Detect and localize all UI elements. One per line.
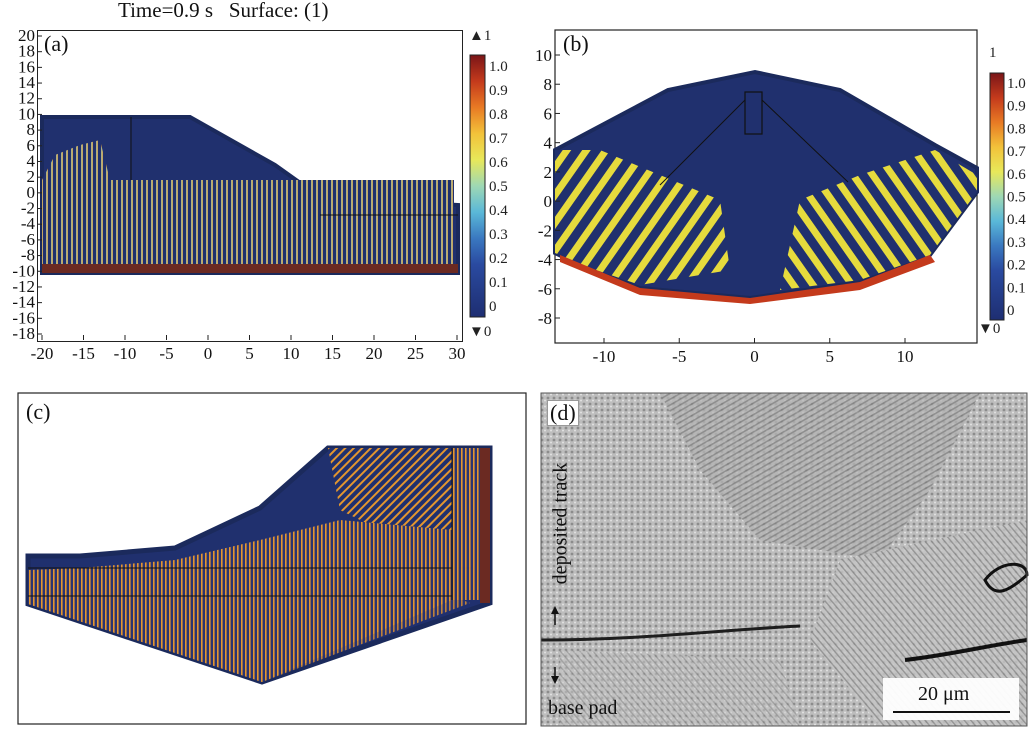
panel-b-y-tick-label: 2 [544, 163, 553, 182]
figure-title: Time=0.9 s Surface: (1) [118, 0, 329, 22]
panel-a-x-tick-label: -20 [31, 344, 54, 363]
panel-a-colorbar-tick: 0.8 [489, 107, 508, 123]
panel-b-x-tick-label: -10 [593, 347, 616, 366]
panel-a-y-tick-label: -10 [12, 261, 35, 280]
panel-b-y-tick-label: 0 [544, 192, 553, 211]
panel-b-colorbar-tick: 0.6 [1007, 167, 1026, 183]
panel-b-y-tick-label: -6 [538, 280, 552, 299]
panel-a-colorbar-tick: 0.2 [489, 251, 508, 267]
panel-b-colorbar-tick: 0.5 [1007, 190, 1026, 206]
panel-a-y-tick-label: 8 [27, 120, 36, 139]
panel-a-x-tick-label: -10 [114, 344, 137, 363]
panel-a-colorbar-tick: 0.5 [489, 179, 508, 195]
panel-a-y-tick-label: -18 [12, 324, 35, 343]
panel-a-x-tick-label: -15 [72, 344, 95, 363]
panel-a-y-tick-label: 20 [18, 26, 35, 45]
panel-b-label: (b) [561, 31, 591, 56]
panel-b-colorbar-tick: 0.1 [1007, 280, 1026, 296]
panel-b-y-tick-label: -8 [538, 309, 552, 328]
panel-a-x-tick-label: 5 [245, 344, 254, 363]
panel-a-colorbar-tick: 0.9 [489, 83, 508, 99]
panel-b-colorbar-tick: 1.0 [1007, 76, 1026, 92]
panel-b-y-tick-label: 4 [544, 134, 553, 153]
panel-a-x-tick-label: 15 [324, 344, 341, 363]
panel-a-y-tick-label: -2 [21, 199, 35, 218]
panel-b-y-tick-label: 10 [535, 46, 552, 65]
panel-a-y-tick-label: 18 [18, 42, 35, 61]
panel-b-x-tick-label: 5 [826, 347, 835, 366]
panel-b-x-tick-label: 0 [750, 347, 759, 366]
panel-b-x-tick-label: 10 [897, 347, 914, 366]
panel-a-y-tick-label: 12 [18, 89, 35, 108]
panel-a-colorbar-tick: 0.6 [489, 155, 508, 171]
panel-b-colorbar-min: ▼0 [978, 321, 1000, 337]
panel-b-colorbar-tick: 0 [1007, 303, 1015, 319]
panel-a-colorbar-max: ▲1 [469, 28, 491, 44]
panel-a-colorbar-min: ▼0 [469, 324, 491, 340]
panel-a-y-tick-label: 14 [18, 73, 36, 92]
panel-b-y-ticks: 10 8 6 4 2 0 -2 -4 -6 -8 [535, 46, 560, 328]
panel-d-base-pad-label: base pad [548, 697, 618, 719]
panel-b-colorbar [989, 72, 1005, 321]
panel-b-colorbar-ticks: 1.0 0.9 0.8 0.7 0.6 0.5 0.4 0.3 0.2 0.1 0 [1007, 76, 1026, 319]
panel-d-label: (d) [547, 400, 579, 426]
panel-a-x-ticks: -20 -15 -10 -5 0 5 10 15 20 25 30 [31, 335, 466, 363]
panel-a-y-tick-label: 10 [18, 104, 35, 123]
panel-b-y-tick-label: -4 [538, 251, 553, 270]
panel-a-y-tick-label: -16 [12, 308, 35, 327]
panel-a-y-tick-label: 6 [27, 136, 36, 155]
panel-b-colorbar-tick: 0.3 [1007, 235, 1026, 251]
panel-a-x-tick-label: -5 [159, 344, 173, 363]
panel-a-x-tick-label: 10 [283, 344, 300, 363]
panel-a-y-tick-label: 4 [27, 151, 36, 170]
panel-a-y-tick-label: -12 [12, 277, 35, 296]
panel-a-colorbar [469, 54, 486, 318]
panel-b-colorbar-tick: 0.2 [1007, 258, 1026, 274]
panel-d-scale-bar-label: 20 μm [918, 683, 970, 705]
panel-a-y-tick-label: -4 [21, 214, 36, 233]
panel-a-x-tick-label: 20 [366, 344, 383, 363]
panel-a-colorbar-tick: 1.0 [489, 59, 508, 75]
panel-a-y-tick-label: 0 [27, 183, 36, 202]
panel-a-colorbar-ticks: 1.0 0.9 0.8 0.7 0.6 0.5 0.4 0.3 0.2 0.1 0 [489, 59, 508, 315]
panel-a-label: (a) [42, 31, 71, 56]
panel-b-y-tick-label: 8 [544, 75, 553, 94]
panel-b-x-tick-label: -5 [672, 347, 686, 366]
panel-a-colorbar-tick: 0.4 [489, 203, 508, 219]
panel-a-y-tick-label: 16 [18, 57, 35, 76]
panel-b-y-tick-label: -2 [538, 221, 552, 240]
panel-a-colorbar-tick: 0.1 [489, 275, 508, 291]
panel-b-colorbar-tick: 0.7 [1007, 144, 1026, 160]
panel-b-colorbar-tick: 0.8 [1007, 121, 1026, 137]
panel-a-x-tick-label: 25 [407, 344, 424, 363]
panel-c-label: (c) [24, 399, 53, 424]
panel-b-colorbar-max: 1 [989, 45, 997, 61]
panel-b-y-tick-label: 6 [544, 104, 553, 123]
panel-a-y-tick-label: -14 [12, 293, 35, 312]
panel-b-x-ticks: -10 -5 0 5 10 [593, 338, 914, 366]
panel-b-colorbar-tick: 0.4 [1007, 212, 1026, 228]
panel-a-y-tick-label: -6 [21, 230, 35, 249]
panel-d-deposited-track-label: deposited track [549, 462, 572, 585]
panel-a-y-tick-label: 2 [27, 167, 36, 186]
panel-b-colorbar-tick: 0.9 [1007, 99, 1026, 115]
panel-a-colorbar-tick: 0.7 [489, 131, 508, 147]
panel-a-colorbar-tick: 0 [489, 299, 497, 315]
panel-a-y-tick-label: -8 [21, 246, 35, 265]
panel-a-x-tick-label: 0 [204, 344, 213, 363]
panel-a-x-tick-label: 30 [449, 344, 466, 363]
panel-a-colorbar-tick: 0.3 [489, 227, 508, 243]
